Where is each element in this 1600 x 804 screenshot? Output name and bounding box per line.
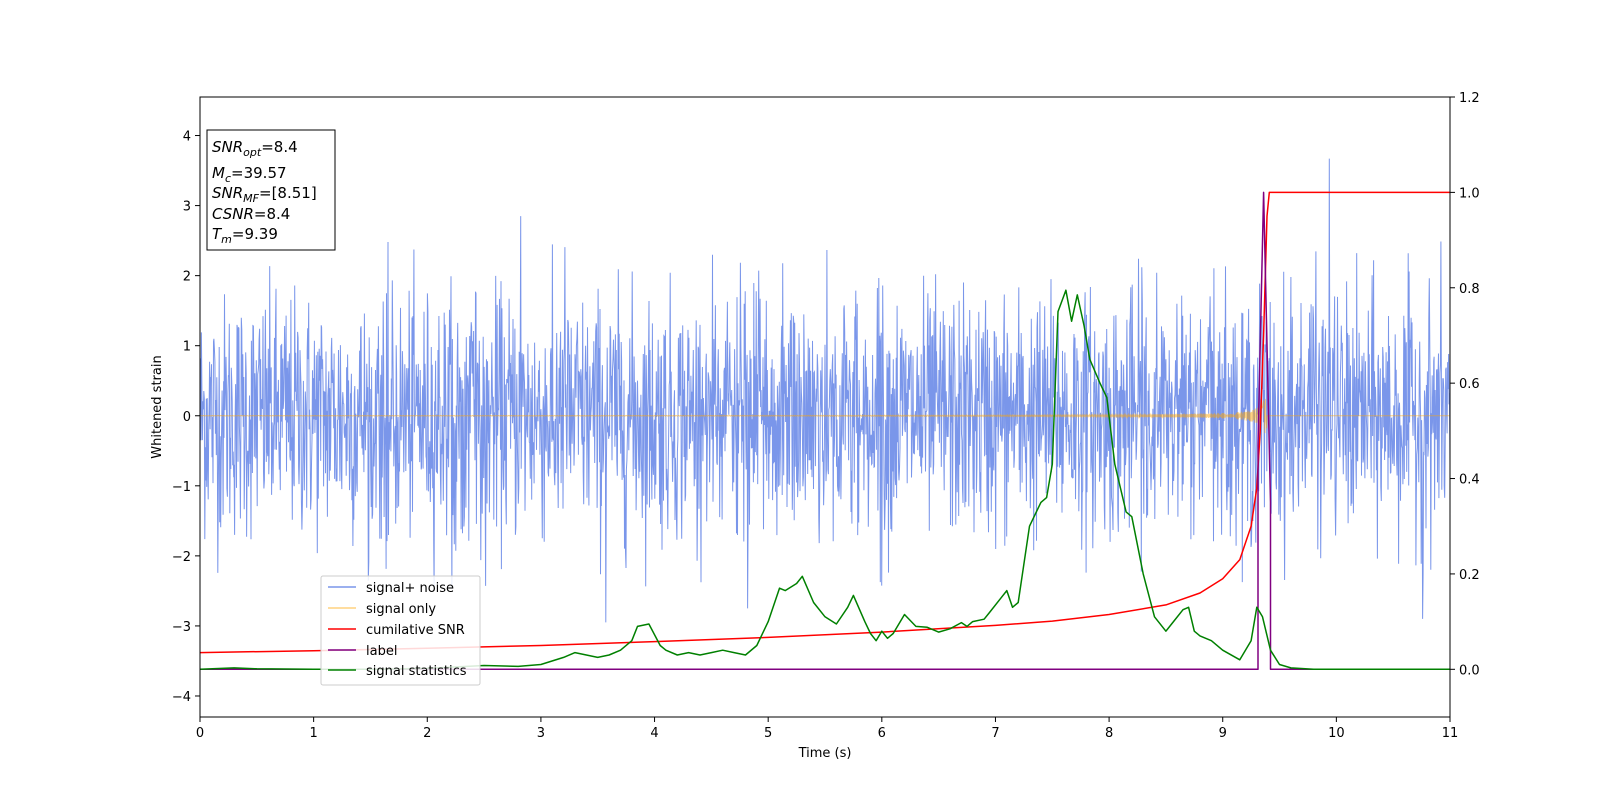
y-left-tick-label-3: −1: [172, 480, 191, 495]
y-axis-label: Whitened strain: [150, 355, 165, 458]
annotation-csnr: CSNR=8.4: [212, 205, 290, 223]
x-tick-label-3: 3: [537, 726, 545, 741]
x-tick-label-9: 9: [1219, 726, 1227, 741]
series-signal-only: [200, 398, 1450, 434]
y-left-tick-label-4: 0: [183, 410, 191, 425]
x-tick-label-11: 11: [1442, 726, 1459, 741]
annotation-snr-opt: SNRopt=8.4: [212, 138, 298, 159]
x-tick-label-2: 2: [423, 726, 431, 741]
annotation-snr-mf: SNRMF=[8.51]: [212, 184, 317, 205]
series-layer: [200, 158, 1450, 671]
plot-frame: [199, 96, 1451, 718]
x-tick-label-6: 6: [878, 726, 886, 741]
y-left-tick-label-2: −2: [172, 550, 191, 565]
y-left-tick-label-5: 1: [183, 340, 191, 355]
x-tick-label-7: 7: [991, 726, 999, 741]
x-tick-label-8: 8: [1105, 726, 1113, 741]
y-left-tick-label-0: −4: [172, 690, 191, 705]
y-right-tick-label-2: 0.4: [1459, 473, 1480, 488]
stats-annotation-box: [206, 129, 336, 251]
y-right-tick-label-6: 1.2: [1459, 91, 1480, 106]
y-right-tick-label-4: 0.8: [1459, 282, 1480, 297]
legend-label-signal-only: signal only: [366, 602, 436, 617]
legend-label-cumulative-snr: cumilative SNR: [366, 623, 465, 638]
annotation-mc: Mc=39.57: [212, 164, 287, 185]
axes-layer: 0 1 2 3 4 5 6 7 8 9 10 11 −4 −3 −2 −1 0 1 2 3 4 0.0 0.2 0.4 0.6 0…: [172, 91, 1480, 741]
series-cumulative-snr: [200, 191, 1450, 654]
y-right-tick-label-1: 0.2: [1459, 568, 1480, 583]
x-tick-label-1: 1: [309, 726, 317, 741]
y-left-tick-label-7: 3: [183, 200, 191, 215]
y-left-tick-label-8: 4: [183, 130, 191, 145]
series-signal-noise: [200, 158, 1450, 623]
annotation-tm: Tm=9.39: [212, 225, 278, 246]
x-tick-label-5: 5: [764, 726, 772, 741]
x-tick-label-4: 4: [650, 726, 658, 741]
legend-label-signal-noise: signal+ noise: [366, 581, 454, 596]
stats-annotation: SNRopt=8.4 Mc=39.57 SNRMF=[8.51] CSNR=8.…: [206, 129, 336, 251]
x-tick-label-0: 0: [196, 726, 204, 741]
legend-box: [320, 575, 481, 686]
legend-label-label: label: [366, 644, 397, 659]
y-right-tick-label-0: 0.0: [1459, 663, 1480, 678]
legend-label-signal-statistics: signal statistics: [366, 664, 467, 679]
series-label: [200, 191, 1450, 671]
x-axis-label: Time (s): [798, 746, 852, 761]
y-right-tick-label-3: 0.6: [1459, 377, 1480, 392]
x-tick-label-10: 10: [1328, 726, 1345, 741]
legend: signal+ noise signal only cumilative SNR…: [320, 575, 481, 686]
y-left-tick-label-6: 2: [183, 270, 191, 285]
y-left-tick-label-1: −3: [172, 620, 191, 635]
y-right-tick-label-5: 1.0: [1459, 186, 1480, 201]
series-signal-statistics: [200, 289, 1450, 671]
